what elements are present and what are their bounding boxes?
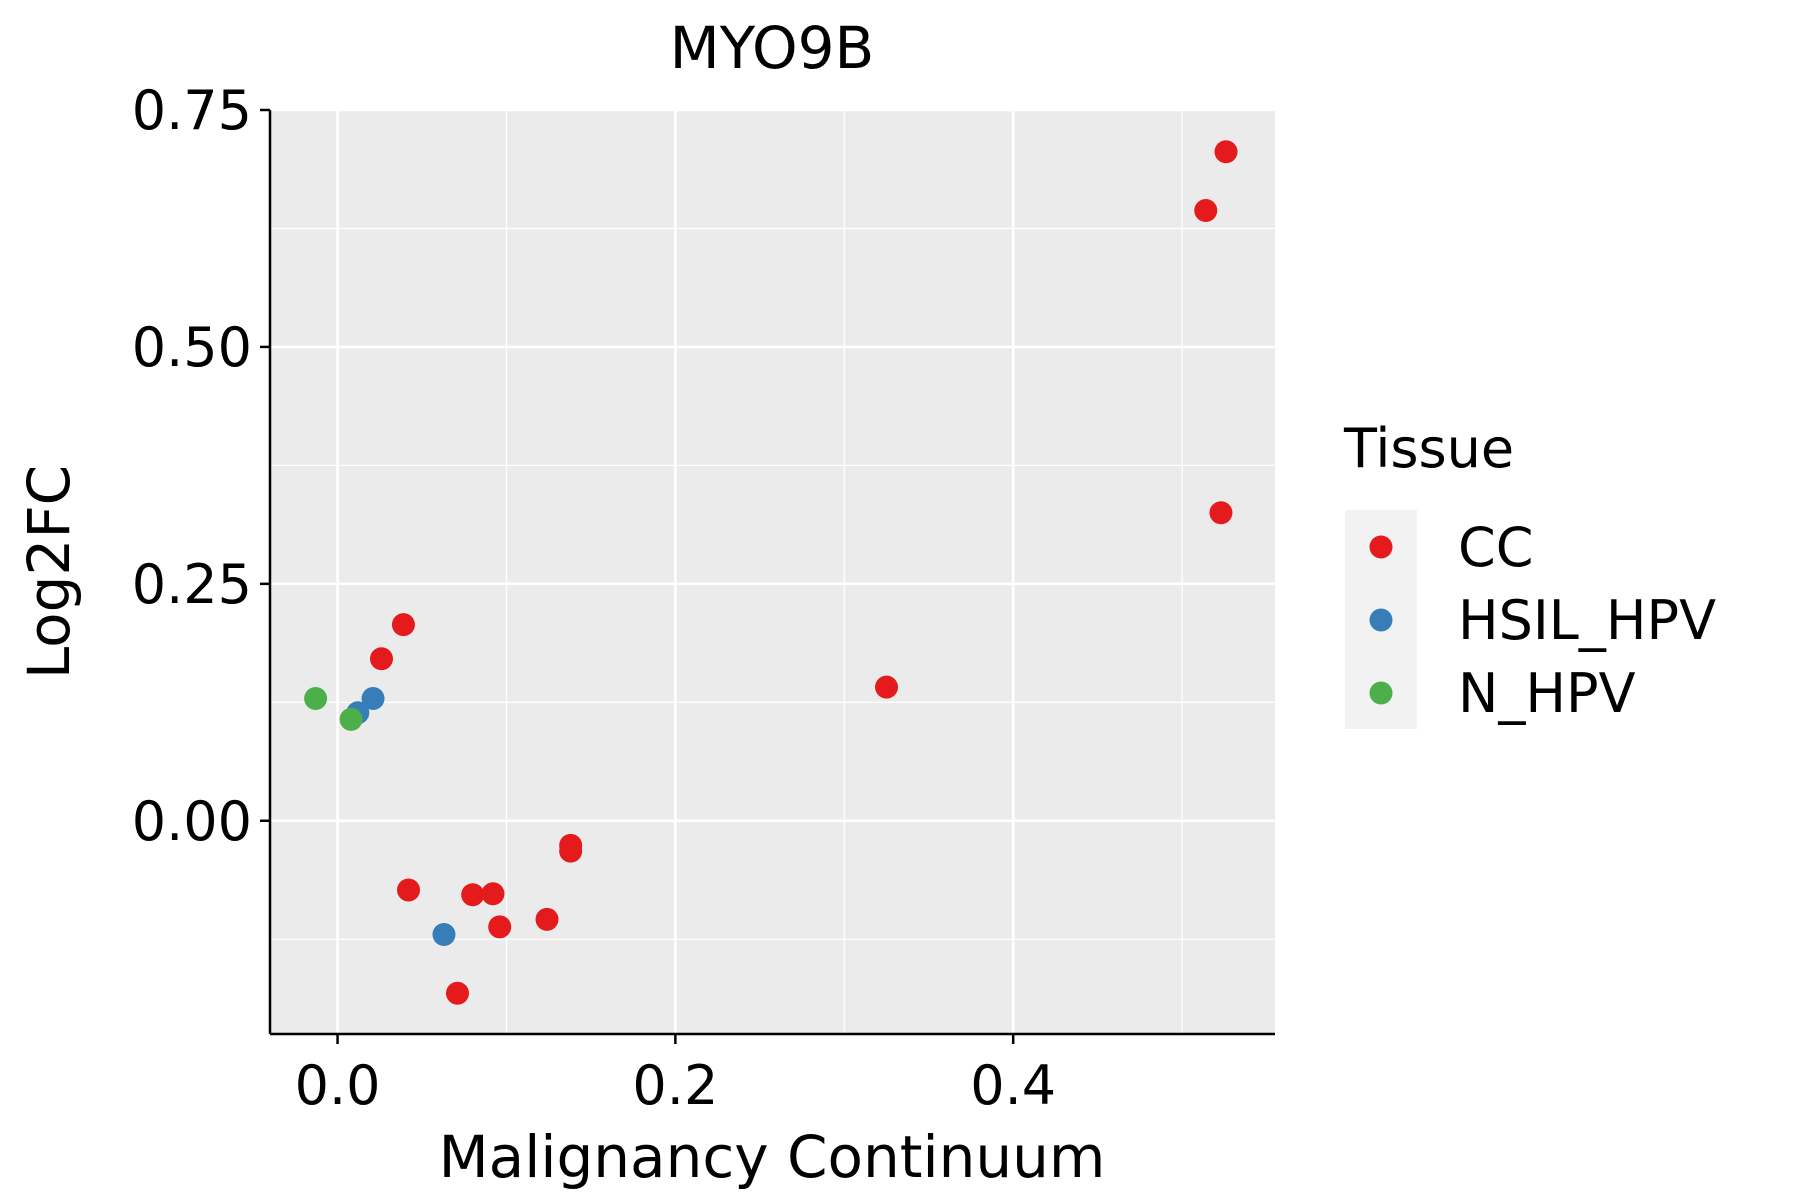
data-point-cc — [559, 839, 583, 863]
y-tick-label: 0.00 — [132, 790, 252, 853]
data-point-cc — [445, 981, 469, 1005]
plot-panel — [270, 110, 1275, 1034]
legend-label: N_HPV — [1458, 662, 1636, 725]
chart-title: MYO9B — [670, 14, 875, 82]
data-point-cc — [1209, 501, 1233, 525]
y-tick-label: 0.50 — [132, 316, 252, 379]
data-point-cc — [397, 878, 421, 902]
legend-key-cc — [1369, 535, 1393, 559]
x-tick-label: 0.2 — [632, 1054, 718, 1117]
legend-title: Tissue — [1343, 417, 1514, 480]
data-points — [304, 140, 1238, 1005]
data-point-cc — [461, 883, 485, 907]
legend-key-n-hpv — [1369, 681, 1393, 705]
data-point-hsil-hpv — [361, 687, 385, 711]
data-point-cc — [535, 907, 559, 931]
y-tick-label: 0.75 — [132, 79, 252, 142]
major-gridlines — [270, 108, 1275, 1034]
legend: Tissue CC HSIL_HPV N_HPV — [1343, 417, 1716, 729]
data-point-cc — [481, 882, 505, 906]
x-tick-label: 0.0 — [295, 1054, 381, 1117]
y-tick-label: 0.25 — [132, 553, 252, 616]
legend-label: HSIL_HPV — [1458, 589, 1716, 652]
x-tick-label: 0.4 — [970, 1054, 1056, 1117]
y-axis-ticks: 0.00 0.25 0.50 0.75 — [132, 79, 270, 853]
data-point-cc — [875, 675, 899, 699]
data-point-n-hpv — [304, 687, 328, 711]
legend-label: CC — [1458, 516, 1533, 579]
y-axis-label: Log2FC — [15, 465, 83, 679]
data-point-hsil-hpv — [432, 922, 456, 946]
data-point-cc — [369, 647, 393, 671]
data-point-n-hpv — [339, 707, 363, 731]
data-point-cc — [488, 915, 512, 939]
x-axis-label: Malignancy Continuum — [439, 1123, 1106, 1191]
data-point-cc — [391, 613, 415, 637]
data-point-cc — [1214, 140, 1238, 164]
x-axis-ticks: 0.0 0.2 0.4 — [295, 1034, 1056, 1117]
legend-key-hsil-hpv — [1369, 608, 1393, 632]
data-point-cc — [1194, 198, 1218, 222]
